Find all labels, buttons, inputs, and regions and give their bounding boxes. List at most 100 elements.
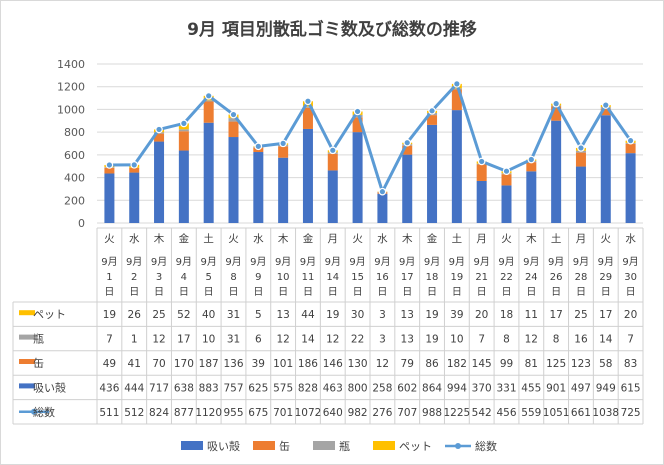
date-label: 日: [551, 287, 561, 298]
total-point: [353, 107, 362, 116]
cell-value: 1072: [295, 407, 322, 419]
date-label: 9月: [200, 256, 216, 268]
bar-缶: [352, 117, 363, 133]
date-label: 15: [351, 272, 364, 283]
cell-value: 19: [103, 309, 116, 321]
y-tick-label: 800: [64, 126, 85, 139]
cell-value: 575: [273, 382, 293, 394]
date-label: 16: [376, 272, 389, 283]
cell-value: 602: [397, 382, 417, 394]
date-label: 日: [353, 287, 363, 298]
cell-value: 16: [574, 334, 588, 346]
bar-吸い殻: [129, 172, 140, 223]
cell-value: 25: [574, 309, 587, 321]
weekday-label: 木: [278, 233, 289, 245]
legend-label: ペット: [399, 440, 432, 453]
cell-value: 8: [503, 334, 510, 346]
cell-value: 182: [447, 358, 467, 370]
bar-缶: [625, 143, 636, 154]
legend-label: 缶: [279, 439, 290, 453]
date-label: 日: [253, 287, 263, 298]
cell-value: 864: [422, 382, 442, 394]
bar-缶: [575, 152, 586, 167]
cell-value: 86: [425, 358, 439, 370]
weekday-label: 火: [228, 233, 239, 245]
total-point: [229, 110, 238, 119]
total-point: [453, 80, 461, 88]
date-label: 日: [328, 287, 338, 298]
date-label: 9月: [399, 256, 415, 268]
cell-value: 707: [397, 407, 417, 419]
cell-value: 39: [450, 309, 463, 321]
legend-label: 瓶: [339, 439, 350, 453]
total-point: [502, 167, 511, 176]
y-tick-label: 1200: [57, 81, 85, 94]
cell-value: 83: [624, 358, 637, 370]
cell-value: 70: [152, 358, 165, 370]
cell-value: 877: [174, 407, 194, 419]
legend-key-swatch: [313, 441, 335, 450]
cell-value: 436: [99, 382, 119, 394]
cell-value: 20: [475, 309, 488, 321]
date-label: 5: [205, 272, 211, 283]
bar-缶: [551, 106, 562, 121]
cell-value: 40: [202, 309, 215, 321]
date-label: 日: [179, 287, 189, 298]
cell-value: 3: [379, 309, 386, 321]
weekday-label: 水: [253, 233, 264, 245]
date-label: 10: [277, 272, 290, 283]
date-label: 日: [104, 287, 114, 298]
bar-吸い殻: [501, 185, 512, 223]
cell-value: 81: [525, 358, 538, 370]
bar-缶: [451, 89, 462, 111]
cell-value: 3: [379, 334, 386, 346]
cell-value: 101: [273, 358, 293, 370]
date-label: 日: [502, 287, 512, 298]
date-label: 2: [131, 272, 137, 283]
y-tick-label: 0: [78, 217, 85, 230]
date-label: 30: [624, 272, 637, 283]
row-key-swatch: [19, 310, 35, 316]
cell-value: 640: [323, 407, 343, 419]
cell-value: 79: [401, 358, 414, 370]
bar-缶: [178, 131, 189, 151]
y-tick-label: 400: [64, 172, 85, 185]
date-label: 9月: [598, 256, 614, 268]
cell-value: 675: [248, 407, 268, 419]
cell-value: 14: [301, 334, 315, 346]
cell-value: 8: [553, 334, 560, 346]
cell-value: 13: [401, 334, 414, 346]
date-label: 日: [229, 287, 239, 298]
cell-value: 883: [199, 382, 219, 394]
cell-value: 31: [227, 309, 240, 321]
bar-吸い殻: [154, 141, 165, 223]
cell-value: 512: [124, 407, 144, 419]
date-label: 9月: [275, 256, 291, 268]
cell-value: 186: [298, 358, 318, 370]
date-label: 19: [450, 272, 463, 283]
row-label: 総数: [33, 405, 55, 419]
legend-label: 総数: [475, 439, 497, 453]
cell-value: 1038: [592, 407, 619, 419]
cell-value: 10: [202, 334, 215, 346]
cell-value: 800: [348, 382, 368, 394]
weekday-label: 月: [476, 233, 487, 245]
cell-value: 638: [174, 382, 194, 394]
bar-吸い殻: [278, 157, 289, 223]
bar-吸い殻: [526, 171, 537, 223]
weekday-label: 木: [154, 233, 165, 245]
cell-value: 17: [599, 309, 612, 321]
total-point: [428, 106, 436, 115]
date-label: 9月: [622, 256, 638, 268]
cell-value: 331: [496, 382, 516, 394]
date-label: 日: [154, 287, 164, 298]
cell-value: 125: [546, 358, 566, 370]
date-label: 9月: [151, 256, 167, 268]
legend: 吸い殻 缶 瓶 ペット 総数: [181, 439, 497, 453]
cell-value: 10: [450, 334, 463, 346]
cell-value: 625: [248, 382, 268, 394]
y-tick-label: 200: [64, 194, 85, 207]
bar-缶: [278, 146, 289, 158]
total-point: [105, 161, 114, 169]
date-label: 9月: [300, 256, 316, 268]
